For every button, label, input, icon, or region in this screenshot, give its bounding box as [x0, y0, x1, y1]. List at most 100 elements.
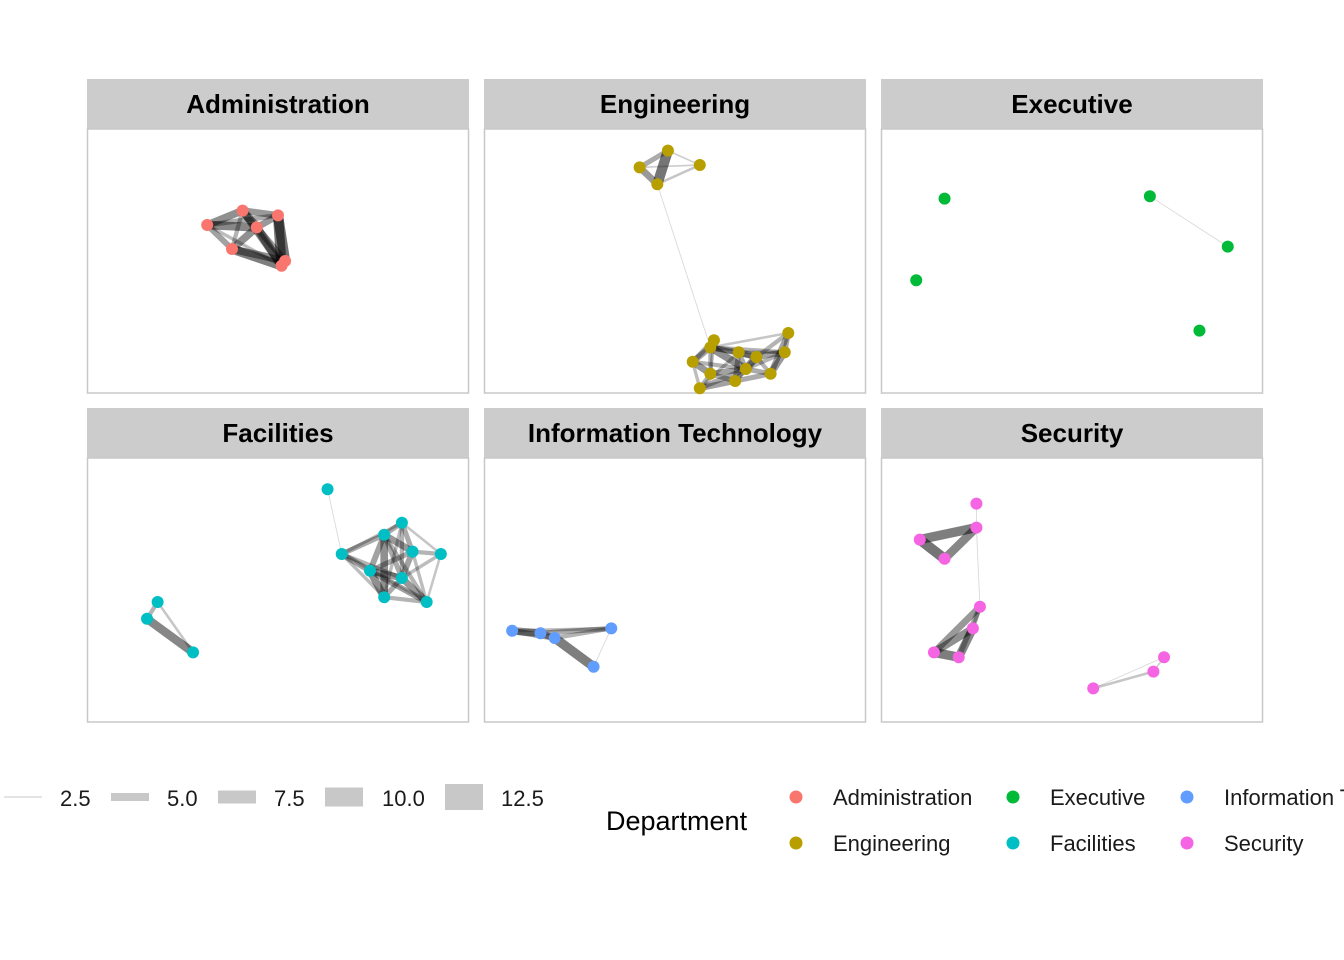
panel-border — [86, 457, 470, 723]
edge — [340, 552, 428, 604]
width-legend-key — [4, 796, 42, 798]
node — [378, 591, 391, 604]
edge — [367, 549, 416, 574]
edge — [697, 366, 749, 391]
edge — [272, 210, 291, 267]
edge — [754, 330, 791, 360]
panel-border — [880, 457, 1264, 723]
node — [141, 612, 154, 625]
node — [587, 660, 600, 673]
node — [778, 346, 791, 359]
panel-executive: Executive — [880, 79, 1264, 394]
panel-engineering: Engineering — [483, 79, 867, 395]
edge — [930, 624, 977, 657]
node — [434, 548, 447, 560]
panel-title: Security — [1021, 418, 1124, 448]
node — [686, 355, 699, 368]
edge — [382, 521, 404, 599]
width-legend-label: 5.0 — [167, 786, 198, 811]
node — [364, 564, 377, 577]
node — [1143, 190, 1156, 203]
node — [927, 646, 940, 659]
node — [151, 596, 164, 608]
edge — [709, 331, 790, 349]
edge — [698, 350, 741, 390]
node — [750, 351, 763, 363]
node — [970, 497, 983, 510]
edge — [156, 600, 195, 654]
node — [651, 178, 664, 191]
node — [605, 622, 618, 635]
edge — [940, 523, 981, 564]
color-legend-key-administration — [789, 790, 803, 804]
edge — [340, 552, 386, 599]
node — [201, 219, 214, 231]
node — [225, 243, 238, 255]
panel-strip — [881, 408, 1263, 458]
node — [395, 572, 408, 584]
edge — [410, 549, 429, 604]
width-legend-label: 7.5 — [274, 786, 305, 811]
panel-strip — [484, 79, 866, 129]
node — [534, 627, 547, 640]
node — [1147, 665, 1160, 678]
node — [729, 375, 742, 387]
panel-strip — [881, 79, 1263, 129]
color-legend-label: Executive — [1050, 785, 1145, 810]
panel-title: Engineering — [600, 89, 750, 119]
edge — [509, 627, 558, 641]
edge — [204, 212, 281, 228]
panel-title: Information Technology — [528, 418, 823, 448]
node — [1158, 651, 1171, 664]
node — [321, 483, 334, 496]
node — [236, 204, 249, 217]
panel-strip — [484, 408, 866, 458]
node — [704, 367, 717, 380]
width-legend-key — [325, 787, 363, 807]
width-legend-label: 2.5 — [60, 786, 91, 811]
panel-title: Executive — [1011, 89, 1132, 119]
width-legend-key — [111, 793, 149, 801]
node — [420, 596, 433, 608]
node — [973, 600, 986, 613]
edge — [510, 626, 613, 633]
node — [506, 624, 519, 637]
edge — [706, 343, 750, 373]
edge — [930, 603, 984, 656]
panel-administration: Administration — [86, 79, 470, 394]
edge — [708, 345, 787, 355]
node — [548, 632, 561, 644]
edge — [142, 614, 198, 657]
width-legend: 2.5 5.0 7.5 10.0 12.5 — [4, 784, 544, 811]
node — [970, 521, 983, 534]
color-legend-label: Administration — [833, 785, 972, 810]
edge — [552, 626, 614, 641]
node — [272, 209, 284, 222]
node — [910, 274, 923, 287]
color-legend-key-executive — [1006, 790, 1020, 804]
panel-border — [483, 457, 867, 723]
node — [1193, 324, 1206, 337]
edge — [1091, 670, 1155, 690]
edge — [690, 359, 748, 372]
node — [782, 327, 795, 339]
node — [187, 646, 200, 659]
panel-information-technology: Information Technology — [483, 408, 867, 723]
node — [661, 144, 674, 157]
edge — [203, 206, 247, 229]
edge — [549, 633, 599, 672]
color-legend-label: Information Technology — [1224, 785, 1344, 810]
panel-border — [483, 128, 867, 394]
color-legend: Department Administration Engineering Execu… — [606, 785, 1344, 856]
edge — [253, 223, 289, 265]
edge — [732, 371, 774, 384]
edge — [425, 552, 443, 604]
edge — [915, 522, 982, 545]
edge — [656, 183, 711, 348]
node — [406, 545, 419, 558]
panel-strip — [87, 408, 469, 458]
edge — [537, 625, 614, 636]
edge — [202, 220, 262, 232]
panel-strip — [87, 79, 469, 129]
